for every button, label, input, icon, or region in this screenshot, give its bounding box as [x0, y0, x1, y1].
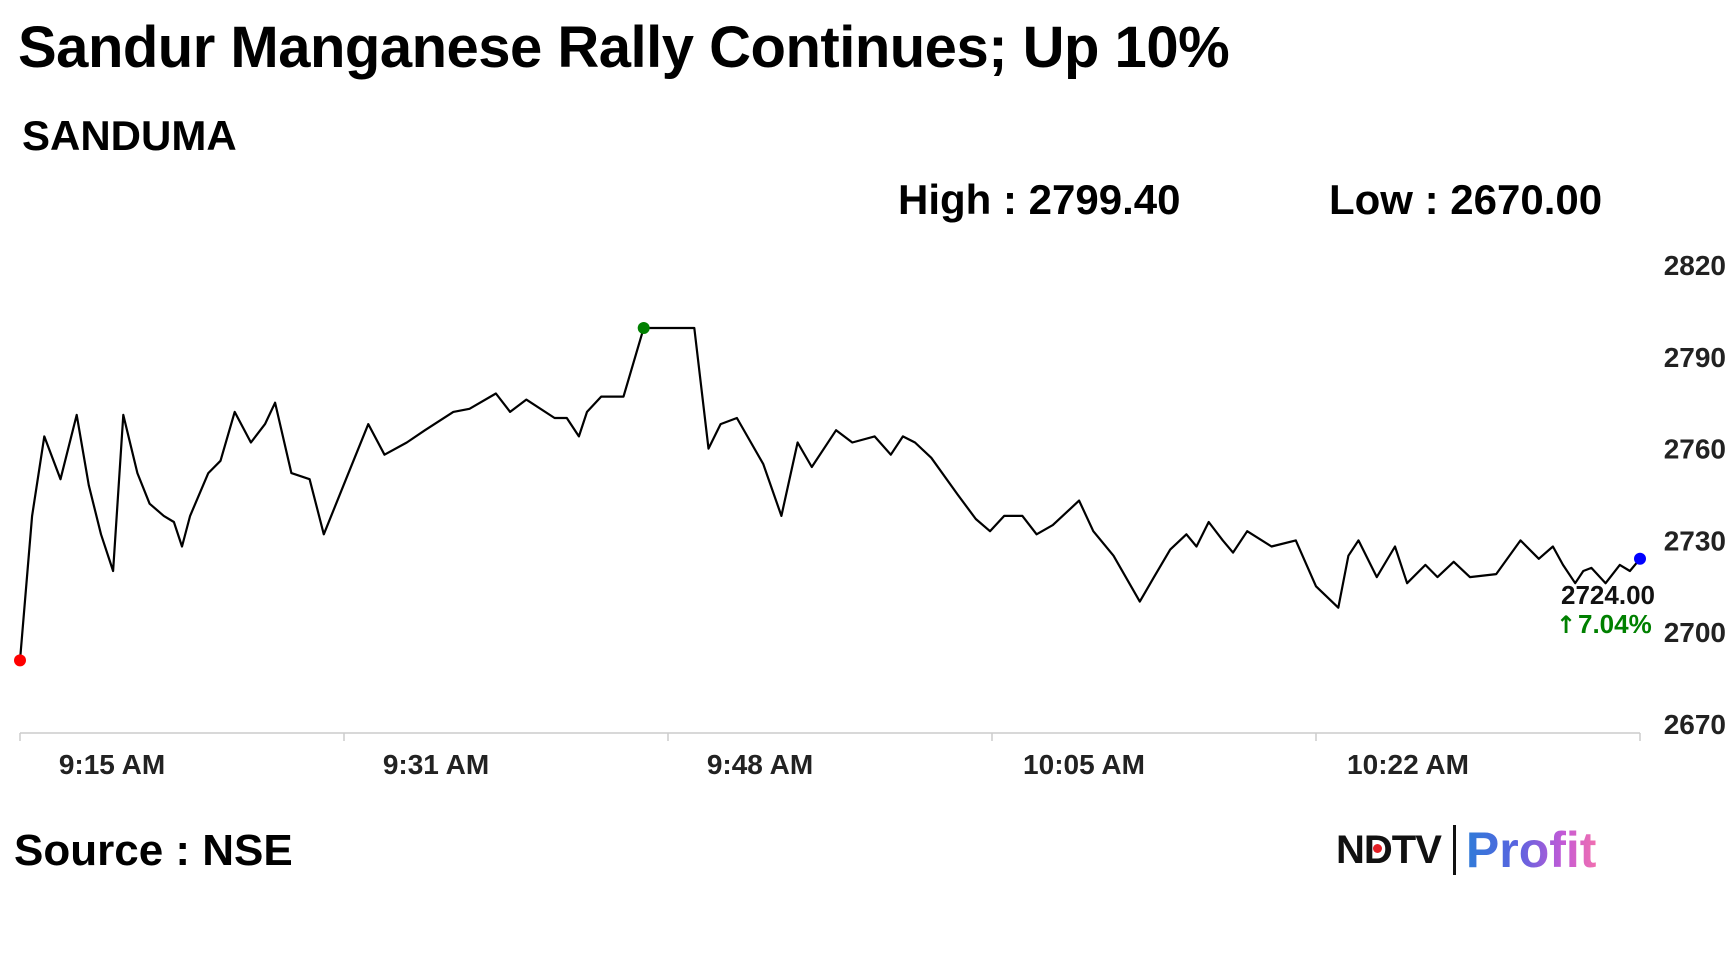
price-line	[18, 326, 1641, 661]
low-value: Low : 2670.00	[1329, 176, 1603, 223]
y-tick-label: 2790	[1664, 342, 1726, 373]
logo-divider	[1452, 825, 1456, 875]
logo-dot-icon	[1373, 844, 1382, 853]
source-label: Source : NSE	[14, 826, 293, 875]
x-tick-label: 9:48 AM	[707, 749, 813, 780]
chart-title: Sandur Manganese Rally Continues; Up 10%	[18, 15, 1230, 80]
y-tick-label: 2820	[1664, 250, 1726, 281]
x-axis: 9:15 AM 9:31 AM 9:48 AM 10:05 AM 10:22 AM	[19, 732, 1641, 780]
high-marker	[637, 322, 650, 335]
y-axis: 2670 2700 2730 2760 2790 2820	[1664, 250, 1726, 740]
logo-ndtv-text: NDTV	[1336, 827, 1442, 872]
y-tick-label: 2730	[1664, 525, 1726, 556]
change-percent: 7.04%	[1578, 609, 1652, 639]
y-tick-label: 2760	[1664, 434, 1726, 465]
high-value: High : 2799.40	[898, 176, 1181, 223]
start-marker	[14, 654, 26, 667]
markers	[14, 322, 1646, 667]
x-tick-label: 9:31 AM	[383, 749, 489, 780]
logo-profit-text: Profit	[1465, 822, 1597, 878]
x-tick-label: 10:05 AM	[1023, 749, 1145, 780]
change-label: ↑ 7.04%	[1556, 609, 1652, 639]
x-tick-label: 10:22 AM	[1347, 749, 1469, 780]
ndtv-profit-logo: NDTV Profit	[1336, 822, 1596, 878]
y-tick-label: 2670	[1664, 709, 1726, 740]
y-tick-label: 2700	[1664, 617, 1726, 648]
last-price-label: 2724.00	[1561, 580, 1655, 610]
last-price-marker	[1634, 552, 1646, 565]
x-tick-label: 9:15 AM	[59, 749, 165, 780]
up-arrow-icon: ↑	[1556, 611, 1576, 639]
ticker-symbol: SANDUMA	[22, 112, 237, 159]
